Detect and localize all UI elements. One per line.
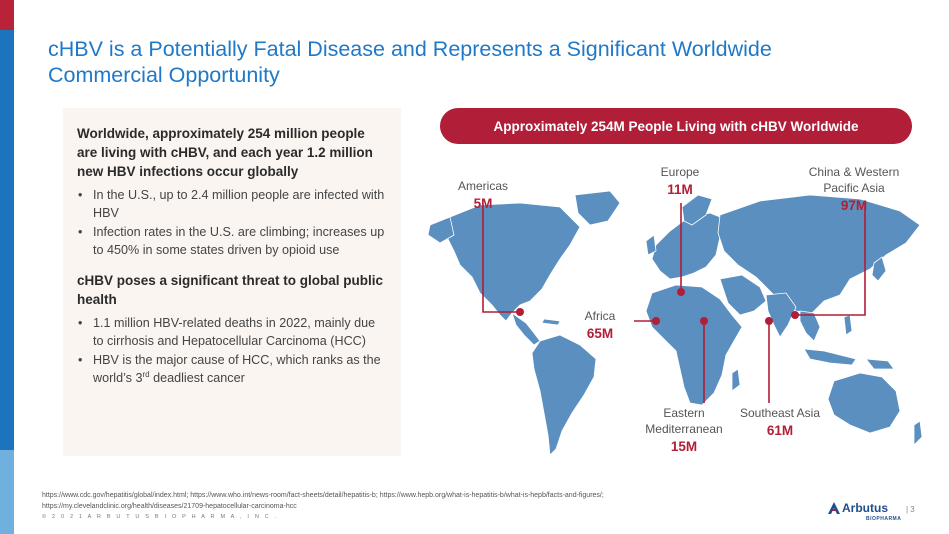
map-southeast-asia <box>799 310 821 342</box>
map-madagascar <box>731 368 741 392</box>
page-number: | 3 <box>906 505 915 514</box>
marker-americas <box>516 308 524 316</box>
source-line: https://www.cdc.gov/hepatitis/global/ind… <box>42 492 604 499</box>
accent-bar-red <box>0 0 14 30</box>
map-australia <box>827 372 901 434</box>
map-japan <box>871 256 887 282</box>
callout-line-china <box>795 203 866 316</box>
map-alaska <box>427 216 455 244</box>
region-value-europe: 11M <box>667 182 693 197</box>
source-line: https://my.clevelandclinic.org/health/di… <box>42 503 297 510</box>
bullet-list-threat: 1.1 million HBV-related deaths in 2022, … <box>77 315 387 387</box>
map-greenland <box>574 190 621 226</box>
map-scandinavia <box>681 194 713 226</box>
info-panel: Worldwide, approximately 254 million peo… <box>63 108 401 456</box>
region-label-se-asia: Southeast Asia 61M <box>730 405 830 440</box>
accent-bar-lightblue <box>0 450 14 534</box>
logo-wordmark: Arbutus <box>842 501 888 515</box>
map-uk <box>645 234 657 256</box>
bullet-item: Infection rates in the U.S. are climbing… <box>77 224 387 259</box>
region-value-americas: 5M <box>473 196 493 211</box>
map-middle-east <box>719 274 767 316</box>
banner-worldwide-total: Approximately 254M People Living with cH… <box>440 108 912 144</box>
region-value-eastern-med: 15M <box>670 439 698 454</box>
heading-global-prevalence: Worldwide, approximately 254 million peo… <box>77 126 373 179</box>
arbutus-logo: Arbutus BIOPHARMA <box>826 500 906 526</box>
map-central-america <box>511 311 541 346</box>
marker-se-asia <box>765 317 773 325</box>
map-asia <box>717 194 921 314</box>
marker-eastern-med <box>700 317 708 325</box>
callout-line-americas <box>482 207 520 313</box>
marker-europe <box>677 288 685 296</box>
map-philippines <box>843 314 853 336</box>
accent-bar-blue <box>0 30 14 450</box>
map-new-zealand <box>913 420 923 446</box>
slide-title: cHBV is a Potentially Fatal Disease and … <box>48 37 772 87</box>
map-africa <box>645 284 743 406</box>
map-new-guinea <box>865 358 895 370</box>
sources-footnote: https://www.cdc.gov/hepatitis/global/ind… <box>42 490 862 512</box>
copyright-notice: © 2 0 2 1 A R B U T U S B I O P H A R M … <box>42 514 279 520</box>
region-label-africa: Africa 65M <box>572 308 628 343</box>
bullet-item: 1.1 million HBV-related deaths in 2022, … <box>77 315 387 350</box>
region-label-eastern-med: Eastern Mediterranean 15M <box>632 405 736 456</box>
region-value-africa: 65M <box>586 326 614 341</box>
region-value-china: 97M <box>840 198 868 213</box>
region-label-china: China & Western Pacific Asia 97M <box>798 164 910 215</box>
logo-subtitle: BIOPHARMA <box>866 516 902 522</box>
region-value-se-asia: 61M <box>766 423 794 438</box>
map-north-america <box>445 202 581 322</box>
map-south-america <box>531 334 597 456</box>
marker-africa <box>652 317 660 325</box>
bullet-item: HBV is the major cause of HCC, which ran… <box>77 352 387 387</box>
bullet-item: In the U.S., up to 2.4 million people ar… <box>77 187 387 222</box>
region-label-americas: Americas 5M <box>452 178 514 213</box>
map-india <box>765 292 797 338</box>
region-label-europe: Europe 11M <box>648 164 712 199</box>
arbutus-logo-icon <box>828 502 840 514</box>
marker-china <box>791 311 799 319</box>
heading-public-health-threat: cHBV poses a significant threat to globa… <box>77 273 384 307</box>
map-caribbean <box>541 318 561 326</box>
bullet-list-us: In the U.S., up to 2.4 million people ar… <box>77 187 387 259</box>
map-indonesia <box>803 348 857 366</box>
world-map <box>427 190 923 456</box>
